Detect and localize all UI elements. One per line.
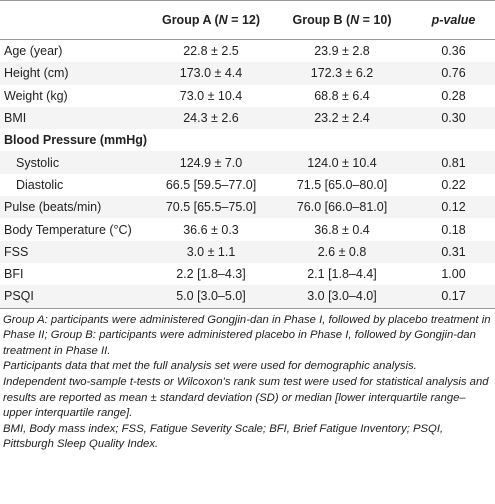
cell-group-a: 36.6 ± 0.3 (183, 222, 239, 237)
cell-group-b: 76.0 [66.0–81.0] (296, 200, 388, 215)
header-text: N (350, 13, 360, 27)
cell-p-value: 0.31 (441, 244, 466, 259)
table-row: BFI 2.2 [1.8–4.3] 2.1 [1.8–4.4] 1.00 (0, 263, 495, 285)
row-label: Systolic (16, 155, 60, 170)
cell-p-value: 0.76 (441, 66, 466, 81)
row-label: Body Temperature (°C) (4, 222, 132, 237)
header-text: Group B ( (292, 13, 351, 27)
cell-group-b: 23.9 ± 2.8 (314, 44, 370, 59)
cell-group-a: 22.8 ± 2.5 (183, 44, 239, 59)
header-group-a: Group A (N = 12) (150, 13, 272, 27)
cell-p-value: 1.00 (441, 267, 466, 282)
table-row: FSS 3.0 ± 1.1 2.6 ± 0.8 0.31 (0, 240, 495, 263)
table-row: Pulse (beats/min) 70.5 [65.5–75.0] 76.0 [6… (0, 196, 495, 219)
table-row: Weight (kg) 73.0 ± 10.4 68.8 ± 6.4 0.28 (0, 85, 495, 107)
footnote: BMI, Body mass index; FSS, Fatigue Sever… (3, 422, 444, 451)
cell-group-b: 2.1 [1.8–4.4] (307, 267, 377, 282)
section-label: Blood Pressure (mmHg) (4, 133, 148, 148)
cell-p-value: 0.30 (441, 111, 466, 126)
footnotes: Group A: participants were administered … (0, 309, 495, 453)
table-row: Body Temperature (°C) 36.6 ± 0.3 36.8 ± 0.… (0, 218, 495, 240)
table-row: Systolic 124.9 ± 7.0 124.0 ± 10.4 0.81 (0, 151, 495, 174)
header-row: Group A (N = 12) Group B (N = 10) p-valu… (0, 1, 495, 40)
cell-group-b: 3.0 [3.0–4.0] (307, 289, 377, 304)
cell-group-b: 172.3 ± 6.2 (310, 66, 374, 81)
cell-p-value: 0.17 (441, 289, 466, 304)
cell-group-b: 36.8 ± 0.4 (314, 222, 370, 237)
row-label: Weight (kg) (4, 88, 68, 103)
cell-p-value: 0.18 (441, 222, 466, 237)
row-label: PSQI (4, 289, 34, 304)
cell-p-value: 0.28 (441, 88, 466, 103)
header-text: = 10) (359, 13, 392, 27)
row-label: Height (cm) (4, 66, 69, 81)
cell-p-value: 0.12 (441, 200, 466, 215)
cell-group-b: 71.5 [65.0–80.0] (296, 177, 388, 192)
row-label: Pulse (beats/min) (4, 200, 102, 215)
table-row: BMI 24.3 ± 2.6 23.2 ± 2.4 0.30 (0, 106, 495, 130)
table-row: Blood Pressure (mmHg) (0, 129, 495, 151)
cell-group-a: 5.0 [3.0–5.0] (176, 289, 246, 304)
cell-group-a: 70.5 [65.5–75.0] (165, 200, 257, 215)
row-label: BMI (4, 111, 27, 126)
cell-p-value: 0.81 (441, 155, 466, 170)
cell-group-a: 24.3 ± 2.6 (183, 111, 239, 126)
cell-p-value: 0.22 (441, 177, 466, 192)
row-label: FSS (4, 244, 29, 259)
cell-group-a: 3.0 ± 1.1 (186, 244, 236, 259)
footnote: Participants data that met the full anal… (3, 360, 417, 373)
row-label: BFI (4, 267, 24, 282)
cell-group-a: 73.0 ± 10.4 (179, 88, 243, 103)
cell-group-b: 124.0 ± 10.4 (307, 155, 377, 170)
header-text: Group A ( (161, 13, 219, 27)
table-row: Height (cm) 173.0 ± 4.4 172.3 ± 6.2 0.76 (0, 62, 495, 85)
header-text: = 12) (227, 13, 261, 27)
table-row: Age (year) 22.8 ± 2.5 23.9 ± 2.8 0.36 (0, 40, 495, 62)
row-label: Diastolic (16, 177, 64, 192)
cell-p-value: 0.36 (441, 44, 466, 59)
row-label: Age (year) (4, 44, 63, 59)
table: Group A (N = 12) Group B (N = 10) p-valu… (0, 0, 495, 309)
cell-group-a: 66.5 [59.5–77.0] (165, 177, 257, 192)
cell-group-b: 68.8 ± 6.4 (314, 88, 370, 103)
header-text: p (431, 13, 440, 27)
header-p-value: p-value (412, 13, 495, 27)
cell-group-b: 2.6 ± 0.8 (317, 244, 367, 259)
footnote: Group A: participants were administered … (3, 313, 491, 357)
cell-group-a: 2.2 [1.8–4.3] (176, 267, 246, 282)
cell-group-a: 124.9 ± 7.0 (179, 155, 243, 170)
cell-group-a: 173.0 ± 4.4 (179, 66, 243, 81)
table-row: Diastolic 66.5 [59.5–77.0] 71.5 [65.0–80.0… (0, 174, 495, 196)
cell-group-b: 23.2 ± 2.4 (314, 111, 370, 126)
header-group-b: Group B (N = 10) (272, 13, 412, 27)
table-row: PSQI 5.0 [3.0–5.0] 3.0 [3.0–4.0] 0.17 (0, 285, 495, 308)
header-text: -value (439, 13, 476, 27)
footnote: Independent two-sample t-tests or Wilcox… (3, 375, 489, 420)
header-text: N (218, 13, 228, 27)
